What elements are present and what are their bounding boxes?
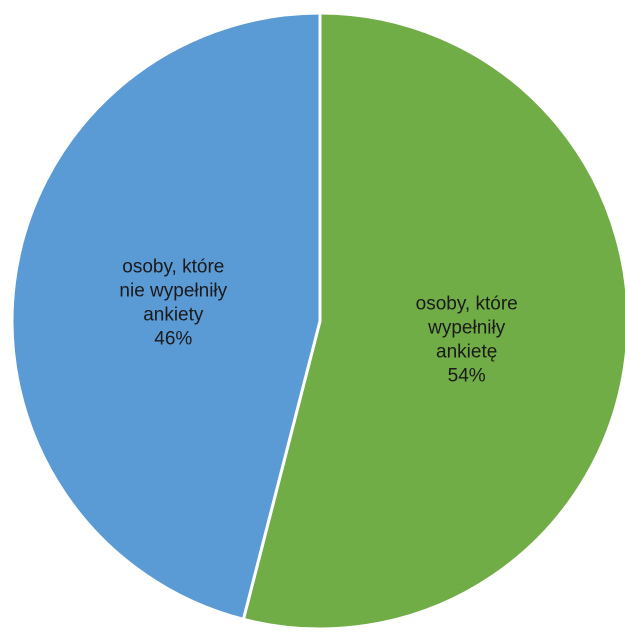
- pie-slices: [10, 11, 625, 631]
- pie-slice-label-line: ankiety: [143, 305, 204, 326]
- pie-slice-value-1: 46%: [154, 329, 192, 350]
- pie-slice-label-line: ankietę: [436, 342, 497, 363]
- pie-slice-label-line: osoby, które: [122, 257, 224, 278]
- pie-slice-value-0: 54%: [448, 366, 486, 387]
- pie-slice-0: [241, 11, 625, 631]
- pie-slice-label-line: nie wypełniły: [119, 281, 227, 302]
- pie-slice-label-0: osoby, które wypełniły ankietę 54%: [416, 294, 518, 387]
- pie-slice-1: [10, 11, 322, 621]
- pie-slice-label-1: osoby, które nie wypełniły ankiety 46%: [119, 257, 227, 350]
- pie-slice-label-line: wypełniły: [427, 318, 506, 339]
- pie-labels: osoby, które wypełniły ankietę 54%osoby, kt…: [119, 257, 517, 387]
- pie-slice-label-line: osoby, które: [416, 294, 518, 315]
